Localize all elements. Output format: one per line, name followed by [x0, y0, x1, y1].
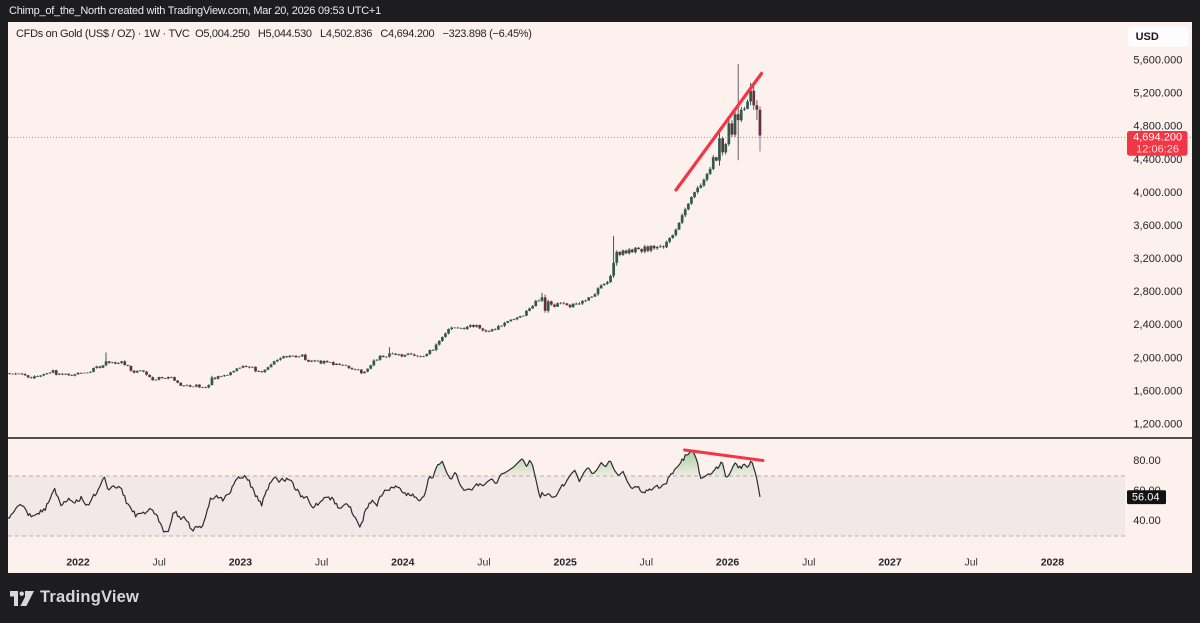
- svg-text:2025: 2025: [554, 557, 578, 569]
- svg-text:2026: 2026: [716, 557, 740, 569]
- svg-text:1,200.000: 1,200.000: [1133, 418, 1182, 430]
- svg-text:2028: 2028: [1041, 557, 1065, 569]
- svg-text:12:06:26: 12:06:26: [1136, 144, 1179, 156]
- svg-text:Jul: Jul: [152, 557, 165, 569]
- svg-text:40.00: 40.00: [1133, 515, 1161, 527]
- svg-text:3,200.000: 3,200.000: [1133, 253, 1182, 265]
- svg-text:1,600.000: 1,600.000: [1133, 385, 1182, 397]
- svg-text:2,000.000: 2,000.000: [1133, 352, 1182, 364]
- svg-text:Jul: Jul: [315, 557, 328, 569]
- svg-text:4,000.000: 4,000.000: [1133, 187, 1182, 199]
- svg-text:2,800.000: 2,800.000: [1133, 286, 1182, 298]
- svg-text:56.04: 56.04: [1132, 492, 1160, 504]
- svg-text:5,200.000: 5,200.000: [1133, 88, 1182, 100]
- svg-text:2023: 2023: [229, 557, 253, 569]
- svg-text:Jul: Jul: [802, 557, 815, 569]
- svg-text:2,400.000: 2,400.000: [1133, 319, 1182, 331]
- svg-text:2024: 2024: [391, 557, 415, 569]
- svg-text:80.00: 80.00: [1133, 455, 1161, 467]
- svg-text:2027: 2027: [878, 557, 902, 569]
- svg-text:Jul: Jul: [964, 557, 977, 569]
- svg-text:USD: USD: [1136, 31, 1159, 43]
- svg-text:Jul: Jul: [477, 557, 490, 569]
- svg-text:4,800.000: 4,800.000: [1133, 121, 1182, 133]
- svg-text:Jul: Jul: [640, 557, 653, 569]
- svg-text:4,694.200: 4,694.200: [1133, 131, 1182, 143]
- svg-text:2022: 2022: [66, 557, 90, 569]
- svg-text:5,600.000: 5,600.000: [1133, 55, 1182, 67]
- svg-text:3,600.000: 3,600.000: [1133, 220, 1182, 232]
- svg-text:4,400.000: 4,400.000: [1133, 154, 1182, 166]
